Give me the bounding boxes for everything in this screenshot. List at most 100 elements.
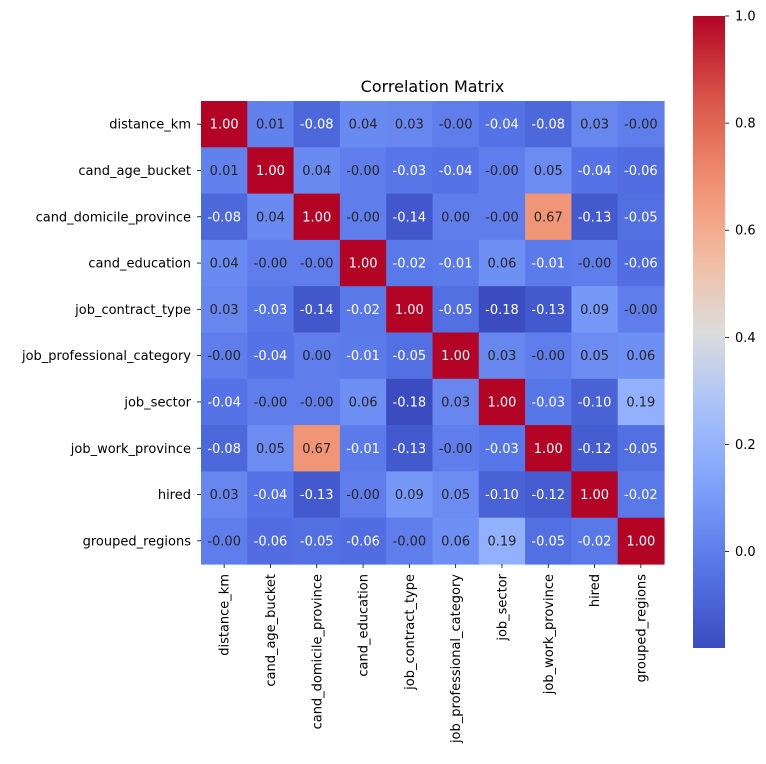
cell-value-label: 0.00: [302, 349, 331, 364]
heatmap-cell: [293, 286, 341, 334]
colorbar-tick-label: 0.0: [735, 545, 756, 560]
heatmap-cell: [525, 425, 572, 472]
heatmap-cell: [617, 332, 665, 380]
cell-value-label: 0.67: [302, 442, 331, 457]
cell-value-label: 0.09: [580, 303, 609, 318]
x-tick-label: hired: [588, 574, 603, 607]
heatmap-cell: [571, 147, 619, 195]
cell-value-label: 0.03: [395, 118, 424, 133]
y-tick-label: hired: [158, 488, 191, 503]
heatmap-cell: [525, 471, 572, 519]
heatmap-cell: [247, 193, 295, 241]
heatmap-cell: [432, 517, 480, 565]
cell-value-label: 1.00: [256, 164, 285, 179]
y-tick-label: job_sector: [123, 395, 191, 410]
y-tick-label: job_work_province: [70, 442, 191, 457]
cell-value-label: -0.00: [393, 534, 427, 549]
y-axis-ticks: distance_km cand_age_bucket cand_domicile_…: [21, 118, 201, 549]
cell-value-label: -0.04: [254, 488, 288, 503]
y-tick-label: cand_education: [88, 257, 191, 272]
heatmap-cell: [571, 101, 619, 148]
y-tick-label: distance_km: [109, 118, 191, 133]
heatmap-cell: [432, 471, 480, 519]
heatmap-cell: [339, 425, 387, 472]
cell-value-label: -0.00: [531, 349, 565, 364]
cell-value-label: -0.00: [254, 395, 288, 410]
y-tick-label: cand_domicile_province: [36, 210, 191, 225]
heatmap-cell: [432, 332, 480, 380]
cell-value-label: -0.06: [254, 534, 288, 549]
chart-title: Correlation Matrix: [361, 77, 505, 96]
heatmap-cell: [617, 425, 665, 472]
heatmap-cell: [432, 286, 480, 334]
heatmap-cell: [247, 332, 295, 380]
cell-value-label: 1.00: [395, 303, 424, 318]
heatmap-cell: [617, 517, 665, 565]
heatmap-cell: [386, 101, 434, 148]
heatmap-cell: [247, 425, 295, 472]
cell-value-label: 0.03: [580, 118, 609, 133]
heatmap-cell: [201, 425, 248, 472]
cell-value-label: -0.03: [254, 303, 288, 318]
cell-value-label: 0.05: [441, 488, 470, 503]
heatmap-cell: [571, 517, 619, 565]
heatmap-cell: [525, 147, 572, 195]
colorbar-tick-label: 0.2: [735, 438, 756, 453]
heatmap-cell: [339, 286, 387, 334]
cell-value-label: -0.00: [578, 257, 612, 272]
heatmap-cell: [386, 471, 434, 519]
y-tick-label: cand_age_bucket: [78, 164, 191, 179]
y-tick-label: grouped_regions: [83, 534, 192, 549]
heatmap-cell: [478, 239, 526, 287]
heatmap-cell: [386, 425, 434, 472]
cell-value-label: -0.02: [393, 257, 427, 272]
heatmap-cell: [432, 101, 480, 148]
cell-value-label: -0.18: [393, 395, 427, 410]
cell-value-label: -0.01: [346, 442, 380, 457]
cell-value-label: 0.06: [349, 395, 378, 410]
cell-value-label: -0.14: [393, 210, 427, 225]
heatmap-cell: [386, 286, 434, 334]
cell-value-label: -0.03: [393, 164, 427, 179]
cell-value-label: -0.03: [531, 395, 565, 410]
heatmap-cell: [525, 332, 572, 380]
cell-value-label: -0.08: [300, 118, 334, 133]
cell-value-label: 0.03: [210, 303, 239, 318]
heatmap-cell: [478, 471, 526, 519]
x-tick-label: job_professional_category: [449, 574, 464, 744]
cell-value-label: 0.09: [395, 488, 424, 503]
cell-value-label: 1.00: [580, 488, 609, 503]
heatmap-cell: [525, 378, 572, 426]
cell-value-label: -0.02: [578, 534, 612, 549]
cell-value-label: -0.08: [531, 118, 565, 133]
y-tick-label: job_professional_category: [21, 349, 191, 364]
heatmap-cell: [386, 332, 434, 380]
heatmap-cell: [293, 147, 341, 195]
cell-value-label: 0.19: [626, 395, 655, 410]
heatmap-cell: [525, 239, 572, 287]
cell-value-label: -0.02: [624, 488, 658, 503]
heatmap-cell: [525, 101, 572, 148]
heatmap-cell: [525, 193, 572, 241]
heatmap-cell: [293, 378, 341, 426]
heatmap-cell: [247, 286, 295, 334]
cell-value-label: -0.12: [531, 488, 565, 503]
colorbar: 0.0 0.2 0.4 0.6 0.8 1.0: [693, 10, 756, 648]
heatmap-cell: [386, 239, 434, 287]
cell-value-label: -0.13: [300, 488, 334, 503]
cell-value-label: 0.04: [349, 118, 378, 133]
cell-value-label: -0.00: [346, 210, 380, 225]
cell-value-label: -0.18: [485, 303, 519, 318]
heatmap-cell: [386, 147, 434, 195]
cell-value-label: -0.12: [578, 442, 612, 457]
cell-value-label: 0.01: [210, 164, 239, 179]
heatmap-cell: [247, 101, 295, 148]
heatmap-cell: [201, 332, 248, 380]
heatmap-cell: [293, 239, 341, 287]
heatmap-cell: [386, 517, 434, 565]
cell-value-label: 0.05: [580, 349, 609, 364]
colorbar-tick-label: 1.0: [735, 10, 756, 25]
heatmap-cell: [339, 517, 387, 565]
heatmap-cell: [571, 239, 619, 287]
cell-value-label: -0.01: [439, 257, 473, 272]
